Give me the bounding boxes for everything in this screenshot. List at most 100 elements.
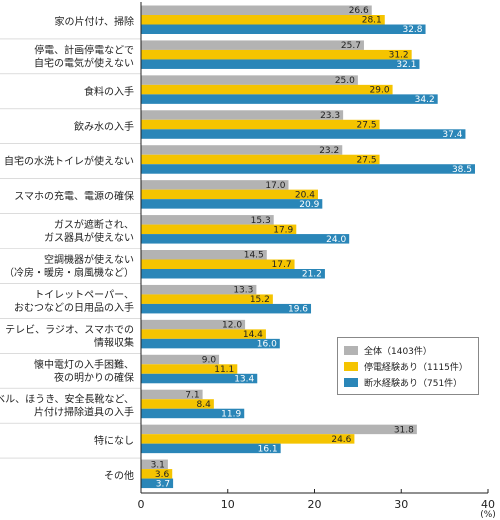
bar-s2-0 [141, 24, 426, 34]
bar-s0-3 [141, 110, 344, 120]
bar-s0-1 [141, 40, 364, 50]
bar-s1-11 [141, 399, 214, 409]
data-label: 25.7 [341, 41, 361, 51]
bar-s0-7 [141, 250, 267, 260]
data-label: 20.4 [295, 190, 315, 200]
category-label: スマホの充電、電源の確保 [14, 190, 134, 203]
category-label: トイレットペーパー、 [34, 289, 134, 301]
legend: 全体（1403件） 停電経験あり（1115件） 断水経験あり（751件） [337, 337, 479, 395]
category-label: （冷房・暖房・扇風機など） [4, 266, 134, 279]
data-label: 19.6 [288, 305, 308, 315]
bar-s0-4 [141, 145, 343, 155]
category-label: 夜の明かりの確保 [54, 371, 134, 384]
category-label: ガス器具が使えない [44, 231, 134, 244]
data-label: 15.2 [250, 295, 270, 305]
data-label: 28.1 [362, 16, 382, 26]
bar-s1-8 [141, 294, 273, 304]
category-label: 食料の入手 [84, 85, 134, 98]
data-label: 16.0 [257, 340, 277, 350]
data-label: 23.3 [320, 111, 340, 121]
bar-s1-6 [141, 224, 297, 235]
data-label: 3.7 [156, 479, 170, 489]
legend-swatch-water [344, 377, 358, 387]
bar-s1-0 [141, 15, 385, 25]
legend-item-all: 全体（1403件） [344, 342, 472, 358]
data-label: 14.5 [244, 251, 264, 261]
category-label: おむつなどの日用品の入手 [14, 301, 134, 314]
bar-s0-13 [141, 459, 168, 470]
category-label: 片付け掃除道具の入手 [34, 406, 134, 419]
legend-swatch-all [344, 345, 358, 355]
x-tick-label: 30 [394, 498, 408, 511]
bar-s2-2 [141, 94, 438, 104]
bar-s2-4 [141, 164, 475, 174]
bar-s1-4 [141, 154, 380, 165]
data-label: 9.0 [202, 355, 217, 365]
category-label: 情報収集 [94, 336, 134, 349]
data-label: 21.2 [302, 270, 322, 280]
data-label: 29.0 [370, 86, 390, 96]
bar-s1-9 [141, 329, 266, 339]
bar-s2-11 [141, 408, 245, 419]
data-label: 27.5 [357, 120, 377, 130]
category-label: 家の片付け、掃除 [55, 15, 135, 28]
data-label: 12.0 [222, 321, 242, 331]
legend-item-water: 断水経験あり（751件） [344, 374, 472, 390]
legend-label-water: 断水経験あり（751件） [364, 378, 463, 389]
bar-s2-10 [141, 373, 258, 384]
category-label: 自宅の水洗トイレが使えない [4, 155, 134, 168]
data-label: 17.0 [265, 181, 285, 191]
x-tick-label: 0 [138, 498, 145, 511]
x-tick-label: 10 [221, 498, 235, 511]
category-label: 空調機器が使えない [44, 253, 134, 266]
data-label: 25.0 [335, 76, 355, 86]
category-label: 特になし [94, 435, 134, 447]
legend-label-all: 全体（1403件） [364, 346, 432, 357]
category-label: シャベル、ほうき、安全長靴など、 [0, 393, 134, 406]
data-label: 15.3 [251, 216, 271, 226]
data-label: 24.0 [326, 235, 346, 245]
bar-s2-12 [141, 443, 281, 454]
data-label: 13.3 [233, 286, 253, 296]
bar-s1-13 [141, 469, 173, 479]
bar-s0-0 [141, 5, 372, 15]
bar-s2-5 [141, 199, 323, 209]
data-label: 11.1 [214, 365, 234, 375]
category-label: 飲み水の入手 [74, 120, 134, 133]
bar-s0-12 [141, 424, 417, 435]
bar-s2-9 [141, 338, 280, 349]
bar-s0-6 [141, 215, 274, 225]
bar-s2-7 [141, 269, 325, 279]
data-label: 23.2 [319, 146, 339, 156]
bar-s2-8 [141, 303, 312, 314]
bar-s0-11 [141, 389, 203, 400]
bar-s1-10 [141, 364, 238, 374]
data-label: 32.8 [402, 25, 422, 35]
category-label: テレビ、ラジオ、スマホでの [5, 324, 134, 336]
x-unit-label: (%) [480, 510, 496, 520]
data-label: 31.8 [394, 425, 414, 435]
bar-s0-2 [141, 75, 358, 85]
data-label: 17.9 [273, 225, 293, 235]
data-label: 24.6 [331, 435, 351, 445]
data-label: 32.1 [396, 60, 416, 70]
category-label: 懐中電灯の入手困難、 [34, 358, 134, 371]
bar-s0-10 [141, 354, 220, 365]
data-label: 7.1 [185, 390, 199, 400]
data-label: 34.2 [415, 95, 435, 105]
bar-s2-13 [141, 478, 174, 489]
category-label: ガスが遮断され、 [54, 218, 134, 231]
category-label: 自宅の電気が使えない [34, 56, 134, 69]
bar-s1-2 [141, 84, 393, 95]
data-label: 31.2 [389, 51, 409, 61]
bar-s0-5 [141, 180, 289, 190]
data-label: 16.1 [258, 444, 278, 454]
legend-label-outage: 停電経験あり（1115件） [364, 362, 468, 373]
data-label: 38.5 [452, 165, 472, 175]
data-label: 14.4 [243, 330, 263, 340]
bar-s1-12 [141, 434, 355, 444]
data-label: 13.4 [234, 374, 254, 384]
data-label: 11.9 [221, 409, 241, 419]
data-label: 3.6 [155, 470, 170, 480]
